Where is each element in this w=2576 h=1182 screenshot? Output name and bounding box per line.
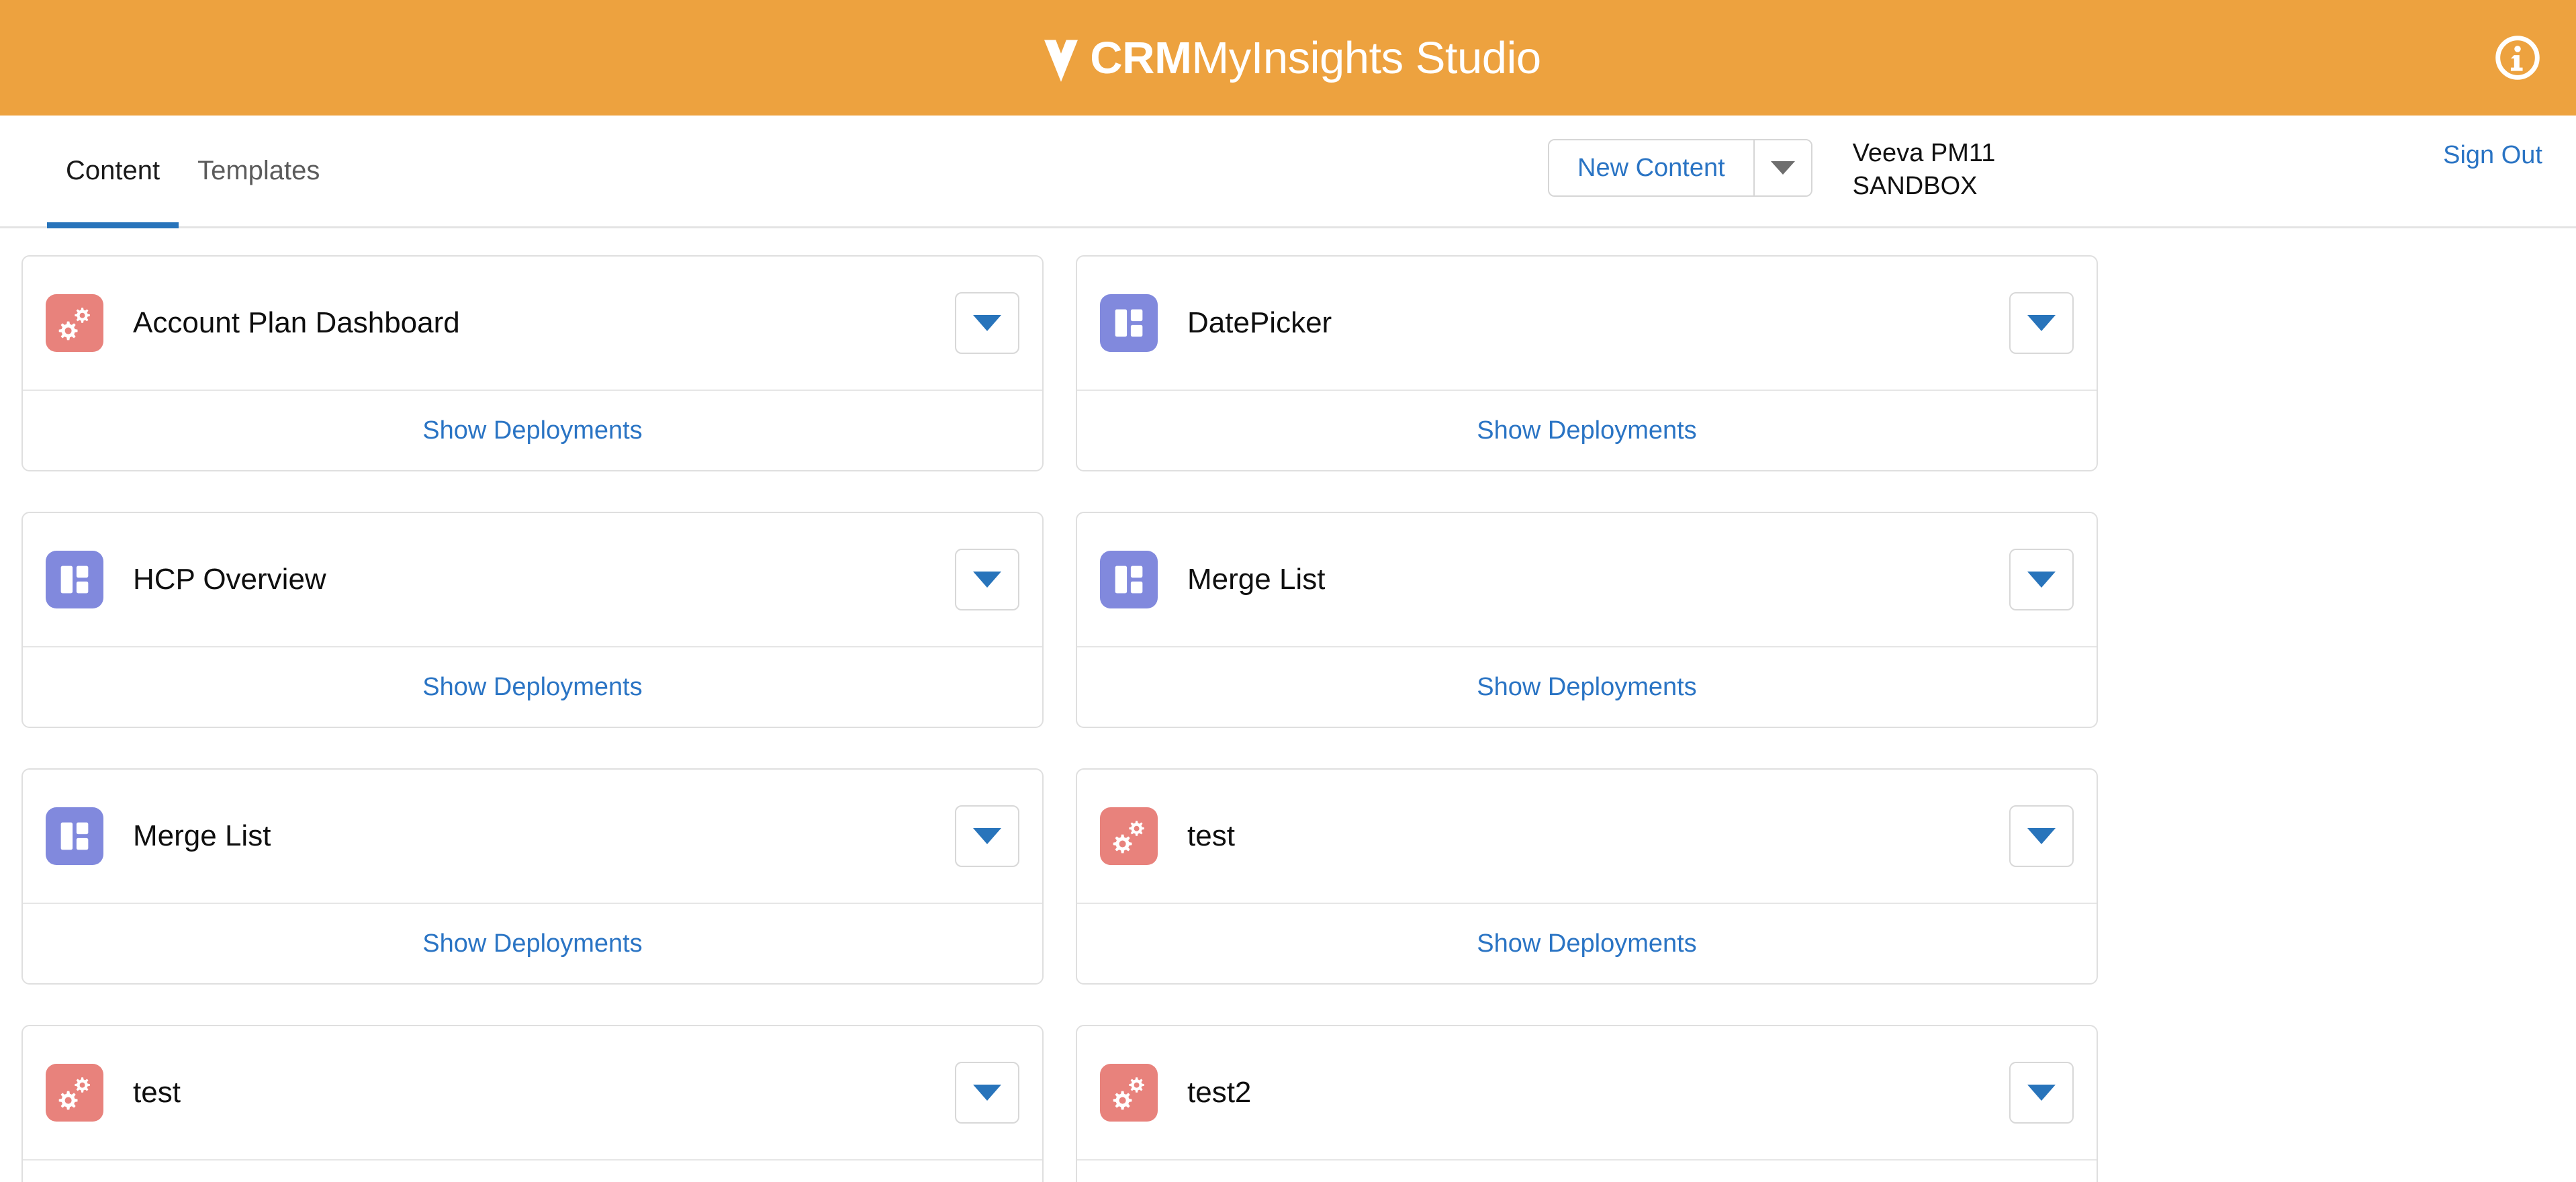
app-banner: CRMMyInsights Studio <box>0 0 2576 116</box>
tab-templates[interactable]: Templates <box>179 116 338 226</box>
org-environment: SANDBOX <box>1852 171 1978 200</box>
brand-lockup: CRMMyInsights Studio <box>1035 32 1541 84</box>
content-type-icon <box>1100 551 1158 608</box>
content-card-footer: Show Deployments <box>1077 647 2097 727</box>
content-card-title: Merge List <box>1187 563 1326 596</box>
content-card: DatePicker Show Deployments <box>1076 255 2098 471</box>
toolbar-right-group: New Content Veeva PM11 SANDBOX <box>1548 116 1995 226</box>
content-card-menu-button[interactable] <box>955 805 1019 867</box>
content-card-menu-button[interactable] <box>955 549 1019 610</box>
content-card: test Show Deployments <box>1076 768 2098 985</box>
content-card-title: test <box>1187 819 1235 852</box>
content-type-icon <box>46 551 103 608</box>
org-info: Veeva PM11 SANDBOX <box>1853 137 1996 202</box>
content-card-menu-button[interactable] <box>955 1062 1019 1124</box>
show-deployments-link[interactable]: Show Deployments <box>422 416 643 445</box>
new-content-split-button: New Content <box>1548 139 1812 197</box>
content-type-icon <box>1100 1064 1158 1122</box>
content-type-icon <box>46 807 103 865</box>
content-card-title: test <box>133 1076 181 1109</box>
chevron-down-icon <box>2027 315 2056 331</box>
content-card-header: Merge List <box>23 770 1042 904</box>
app-title-bold: CRM <box>1090 32 1192 83</box>
tab-content[interactable]: Content <box>47 116 179 228</box>
content-card-footer: Show Deployments <box>1077 391 2097 470</box>
chevron-down-icon <box>973 1085 1001 1101</box>
show-deployments-link[interactable]: Show Deployments <box>422 929 643 958</box>
show-deployments-link[interactable]: Show Deployments <box>1477 929 1697 958</box>
content-type-icon <box>1100 294 1158 352</box>
content-card-header: Account Plan Dashboard <box>23 257 1042 391</box>
org-name: Veeva PM11 <box>1852 139 1996 167</box>
content-card: test Show Deployments <box>21 1025 1044 1182</box>
sign-out-link[interactable]: Sign Out <box>2443 141 2542 169</box>
content-card-title: HCP Overview <box>133 563 326 596</box>
content-card-header: test2 <box>1077 1026 2097 1161</box>
show-deployments-link[interactable]: Show Deployments <box>1477 416 1697 445</box>
chevron-down-icon <box>2027 572 2056 588</box>
content-card-header: DatePicker <box>1077 257 2097 391</box>
chevron-down-icon <box>2027 1085 2056 1101</box>
content-card-footer: Show Deployments <box>23 647 1042 727</box>
content-card-title: DatePicker <box>1187 306 1332 339</box>
layout-icon <box>1115 309 1143 337</box>
content-card-title: Account Plan Dashboard <box>133 306 460 339</box>
veeva-v-logo-icon <box>1044 40 1078 82</box>
content-card-menu-button[interactable] <box>2009 292 2074 354</box>
content-card-title: test2 <box>1187 1076 1252 1109</box>
chevron-down-icon <box>1770 161 1795 175</box>
info-button[interactable] <box>2493 33 2542 83</box>
new-content-dropdown-button[interactable] <box>1753 140 1811 195</box>
content-type-icon <box>46 294 103 352</box>
content-card-footer: Show Deployments <box>23 1161 1042 1182</box>
gears-icon <box>1113 1077 1144 1110</box>
content-card-menu-button[interactable] <box>2009 1062 2074 1124</box>
content-card-menu-button[interactable] <box>2009 805 2074 867</box>
gears-icon <box>58 308 90 340</box>
layout-icon <box>60 565 89 594</box>
chevron-down-icon <box>2027 828 2056 844</box>
layout-icon <box>60 822 89 850</box>
show-deployments-link[interactable]: Show Deployments <box>1477 672 1697 701</box>
chevron-down-icon <box>973 828 1001 844</box>
content-card-menu-button[interactable] <box>2009 549 2074 610</box>
content-card: test2 Show Deployments <box>1076 1025 2098 1182</box>
content-card-menu-button[interactable] <box>955 292 1019 354</box>
app-title: CRMMyInsights Studio <box>1090 32 1541 83</box>
content-card-header: HCP Overview <box>23 513 1042 647</box>
content-card: HCP Overview Show Deployments <box>21 512 1044 728</box>
content-card-footer: Show Deployments <box>23 391 1042 470</box>
content-card: Merge List Show Deployments <box>1076 512 2098 728</box>
content-type-icon <box>1100 807 1158 865</box>
tab-bar: Content Templates <box>0 116 338 228</box>
content-card-header: Merge List <box>1077 513 2097 647</box>
app-title-light: MyInsights Studio <box>1191 32 1541 83</box>
main-toolbar: Content Templates New Content Veeva PM11… <box>0 116 2576 228</box>
chevron-down-icon <box>973 572 1001 588</box>
content-card-title: Merge List <box>133 819 271 852</box>
gears-icon <box>58 1077 90 1110</box>
show-deployments-link[interactable]: Show Deployments <box>422 672 643 701</box>
info-circle-icon <box>2495 36 2540 80</box>
gears-icon <box>1113 821 1144 854</box>
content-card: Account Plan Dashboard Show Deployments <box>21 255 1044 471</box>
content-card-footer: Show Deployments <box>1077 904 2097 983</box>
content-card-grid: Account Plan Dashboard Show Deployments … <box>0 255 2098 1182</box>
content-card-footer: Show Deployments <box>1077 1161 2097 1182</box>
new-content-button[interactable]: New Content <box>1549 140 1753 195</box>
content-card: Merge List Show Deployments <box>21 768 1044 985</box>
content-card-footer: Show Deployments <box>23 904 1042 983</box>
chevron-down-icon <box>973 315 1001 331</box>
content-card-header: test <box>1077 770 2097 904</box>
content-type-icon <box>46 1064 103 1122</box>
layout-icon <box>1115 565 1143 594</box>
content-area: Account Plan Dashboard Show Deployments … <box>0 228 2576 1182</box>
content-card-header: test <box>23 1026 1042 1161</box>
